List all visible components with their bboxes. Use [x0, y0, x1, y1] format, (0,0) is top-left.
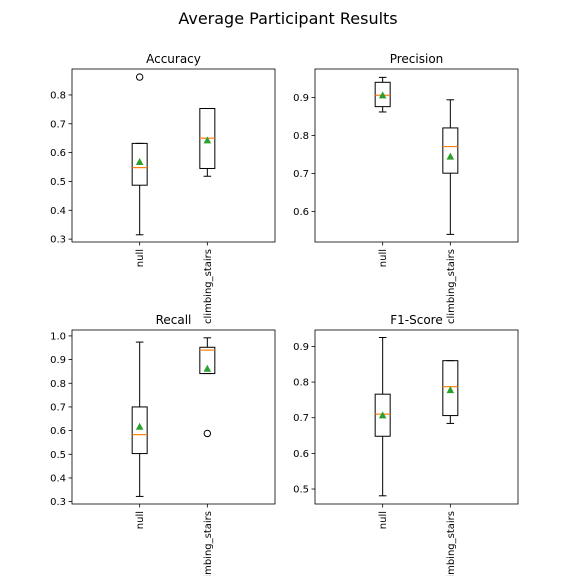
x-tick-label: null [135, 511, 146, 529]
x-tick-label: null [378, 249, 389, 267]
mean-marker [446, 152, 455, 160]
box-null [131, 341, 148, 497]
x-tick-label: climbing_stairs [203, 511, 214, 576]
mean-marker [135, 158, 144, 166]
box-climbing-stairs [199, 337, 216, 438]
y-tick-label: 0.7 [293, 169, 309, 180]
y-tick-label: 0.8 [293, 378, 309, 389]
y-tick-label: 0.4 [50, 206, 66, 217]
mean-marker [203, 364, 212, 372]
iqr-box [131, 406, 148, 455]
iqr-box [131, 142, 148, 186]
subplot-recall: Recall 0.3 0.4 0.5 0.6 0.7 0.8 0.9 1.0 null climbi… [50, 313, 276, 576]
axes-frame [71, 329, 276, 505]
iqr-box [374, 81, 391, 108]
iqr-box [199, 346, 216, 375]
box-climbing-stairs [442, 99, 459, 235]
x-tick-label: null [135, 249, 146, 267]
mean-marker [378, 411, 387, 419]
mean-marker [203, 136, 212, 144]
y-tick-label: 0.5 [293, 485, 309, 496]
box-climbing-stairs [442, 360, 459, 424]
iqr-box [374, 393, 391, 437]
y-tick-label: 0.8 [50, 379, 66, 390]
y-tick-label: 0.3 [50, 497, 66, 508]
y-tick-label: 0.7 [50, 402, 66, 413]
subplot-precision: Precision 0.6 0.7 0.8 0.9 null climbing_stairs [293, 52, 519, 324]
mean-marker [446, 386, 455, 394]
y-tick-label: 0.7 [293, 413, 309, 424]
axes-frame [71, 68, 276, 243]
y-tick-label: 0.8 [293, 131, 309, 142]
y-tick-label: 0.6 [50, 426, 66, 437]
subplot-accuracy: Accuracy 0.3 0.4 0.5 0.6 0.7 0.8 null climbing_s… [50, 52, 276, 324]
x-tick-label: climbing_stairs [203, 249, 214, 324]
y-tick-label: 0.8 [50, 90, 66, 101]
iqr-box [442, 127, 459, 174]
y-tick-label: 0.5 [50, 177, 66, 188]
x-tick-label: climbing_stairs [446, 511, 457, 576]
y-tick-label: 0.6 [293, 207, 309, 218]
subplot-title: Accuracy [146, 52, 201, 66]
subplot-title: Recall [156, 313, 192, 327]
y-tick-label: 0.5 [50, 450, 66, 461]
x-tick-label: null [378, 511, 389, 529]
subplot-title: Precision [390, 52, 444, 66]
x-tick-label: climbing_stairs [446, 249, 457, 324]
axes-frame [314, 68, 519, 243]
y-tick-label: 0.6 [293, 449, 309, 460]
subplot-f1-score: F1-Score 0.5 0.6 0.7 0.8 0.9 null climbing_stai… [293, 313, 519, 576]
y-tick-label: 0.6 [50, 148, 66, 159]
y-tick-label: 0.9 [293, 342, 309, 353]
y-tick-label: 0.3 [50, 235, 66, 246]
outlier-point [135, 73, 144, 81]
figure-suptitle: Average Participant Results [178, 9, 397, 28]
subplot-title: F1-Score [390, 313, 442, 327]
iqr-box [442, 360, 459, 417]
y-tick-label: 0.9 [50, 355, 66, 366]
outlier-point [203, 429, 212, 438]
mean-marker [378, 91, 387, 99]
box-null [374, 76, 391, 113]
y-tick-label: 0.4 [50, 473, 66, 484]
axes-frame [314, 329, 519, 505]
y-tick-label: 1.0 [50, 331, 66, 342]
box-climbing-stairs [199, 108, 216, 177]
y-tick-label: 0.9 [293, 93, 309, 104]
mean-marker [135, 422, 144, 430]
box-null [131, 73, 148, 236]
box-null [374, 336, 391, 497]
y-tick-label: 0.7 [50, 119, 66, 130]
